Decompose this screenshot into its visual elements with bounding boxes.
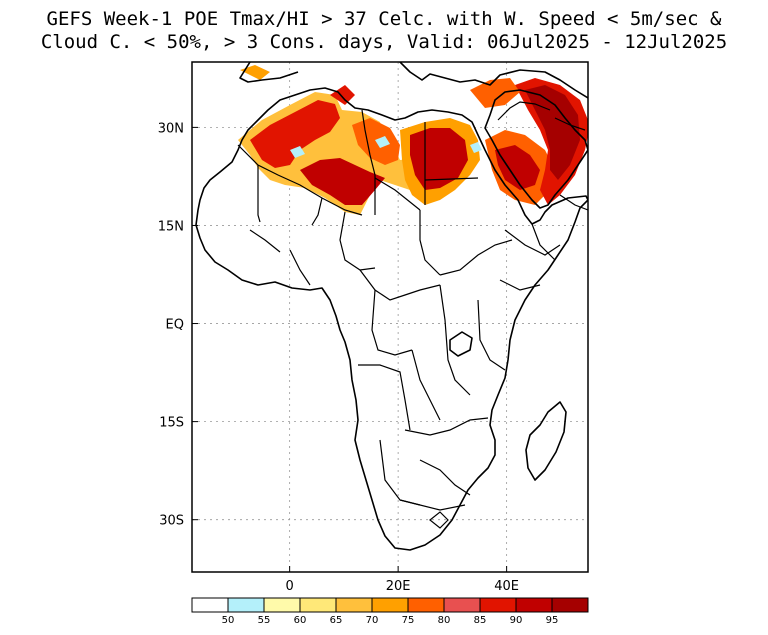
mediterranean-north-coast [399,62,588,99]
map-title-line-2: Cloud C. < 50%, > 3 Cons. days, Valid: 0… [40,31,728,53]
latitude-label: 15S [159,416,184,431]
border [371,289,413,356]
colorbar-swatch [515,597,553,613]
border [249,229,281,253]
border [429,511,449,529]
longitude-label: 0 [286,579,294,594]
border [374,177,421,211]
border [339,211,376,271]
border [358,364,411,431]
colorbar-label: 90 [510,615,523,626]
shade-red-sea-core [495,145,540,190]
border [477,299,506,371]
colorbar-label: 50 [222,615,235,626]
colorbar-swatch [191,597,229,613]
country-borders [237,101,588,529]
colorbar-swatch [227,597,265,613]
colorbar-label: 70 [366,615,379,626]
border [504,229,561,256]
longitude-label: 40E [494,579,519,594]
border [419,459,471,496]
shade-levant [470,78,520,108]
border [359,269,441,301]
border [497,101,551,121]
shade-northwest-core [250,100,340,168]
border [499,279,541,291]
shade-low-speckle [290,146,305,158]
border [424,177,479,181]
shade-sahara-core [300,158,385,205]
shade-mediterranean [240,65,270,80]
border [531,223,556,261]
border [419,210,441,276]
longitude-label: 20E [386,579,411,594]
border [439,284,471,396]
africa-coastline [195,87,588,551]
border [554,117,586,131]
border [361,109,376,215]
border [411,349,441,421]
shade-arabia-core [525,85,580,180]
longitude-labels: 0 20E 40E [286,566,519,594]
iberia-coast [239,62,299,83]
colorbar-label: 80 [438,615,451,626]
latitude-label: 15N [158,219,184,234]
colorbar-label: 65 [330,615,343,626]
colorbar-label: 85 [474,615,487,626]
latitude-label: 30S [159,514,184,529]
border [289,249,311,286]
colorbar-swatch [263,597,301,613]
lake-victoria [449,331,473,357]
border [257,165,261,223]
latitude-labels: 30N 15N EQ 15S 30S [158,121,198,529]
border [404,417,489,436]
colorbar-label: 95 [546,615,559,626]
latitude-label: EQ [166,318,184,333]
shade-low-speckle [470,142,482,153]
shade-low-speckle [375,136,390,148]
colorbar-label: 55 [258,615,271,626]
colorbar-label: 60 [294,615,307,626]
shade-tunisia [330,85,355,105]
colorbar-swatch [407,597,445,613]
border [399,499,466,511]
colorbar-swatch [371,597,409,613]
map-frame [191,61,589,573]
coastlines [195,62,588,551]
border [439,239,513,276]
map-title-line-1: GEFS Week-1 POE Tmax/HI > 37 Celc. with … [46,8,722,30]
colorbar-swatch [479,597,517,613]
colorbar-label: 75 [402,615,415,626]
colorbar-swatch [299,597,337,613]
colorbar: 50 55 60 65 70 75 80 85 90 95 [191,597,589,626]
border [559,194,588,211]
colorbar-swatch [443,597,481,613]
latitude-label: 30N [158,121,184,136]
arabia-coastline [484,89,588,209]
probability-shading [238,65,588,215]
colorbar-swatch [551,597,589,613]
colorbar-swatch [335,597,373,613]
border [379,439,421,506]
madagascar-coastline [525,401,567,481]
border [311,197,323,226]
